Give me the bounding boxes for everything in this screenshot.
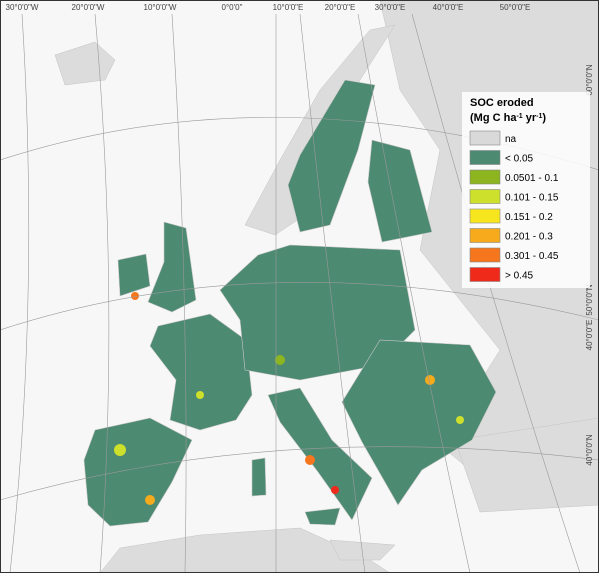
meridian — [299, 13, 366, 573]
legend-label: < 0.05 — [505, 154, 534, 165]
finland — [367, 139, 433, 243]
erosion-hotspots — [114, 292, 464, 505]
land-africa — [99, 527, 391, 573]
hotspot — [331, 486, 339, 494]
eu-land — [83, 79, 497, 527]
legend-swatch — [469, 208, 501, 224]
hotspot — [196, 391, 204, 399]
hotspot — [305, 455, 315, 465]
legend-swatch — [469, 189, 501, 204]
right-coordinate-label: 60°0'0"N — [585, 64, 594, 95]
legend-unit-part: (Mg C ha — [470, 112, 517, 124]
hotspot — [114, 444, 126, 456]
legend-label: > 0.45 — [505, 271, 534, 282]
hotspot — [131, 292, 139, 300]
sicily — [304, 507, 341, 526]
top-coordinate-label: 20°0'0"E — [325, 3, 356, 12]
italy — [267, 387, 373, 521]
france — [149, 313, 253, 431]
legend: SOC eroded (Mg C ha-1 yr-1) na< 0.050.05… — [462, 92, 590, 288]
legend-unit-part: yr — [523, 112, 537, 124]
ireland — [117, 253, 151, 297]
legend-title: SOC eroded — [470, 97, 534, 109]
top-coordinate-label: 20°0'0"W — [72, 3, 105, 12]
legend-swatch — [469, 169, 501, 185]
legend-label: na — [505, 134, 517, 145]
iberia — [83, 417, 193, 527]
parallel — [0, 446, 599, 501]
hotspot — [145, 495, 155, 505]
hotspot — [275, 355, 285, 365]
hotspot — [456, 416, 464, 424]
legend-label: 0.0501 - 0.1 — [505, 173, 559, 184]
legend-label: 0.101 - 0.15 — [505, 193, 559, 204]
top-coordinate-label: 40°0'0"E — [433, 3, 464, 12]
top-coordinate-label: 50°0'0"E — [500, 3, 531, 12]
legend-label: 0.301 - 0.45 — [505, 251, 559, 262]
legend-label: 0.151 - 0.2 — [505, 212, 553, 223]
meridian — [357, 13, 471, 573]
top-coordinate-label: 10°0'0"E — [273, 3, 304, 12]
meridian — [94, 13, 110, 573]
right-coordinate-label: 50°0'0"N — [585, 284, 594, 315]
graticule — [0, 13, 599, 573]
sweden — [287, 79, 376, 233]
hotspot — [425, 375, 435, 385]
top-coordinate-label: 30°0'0"E — [375, 3, 406, 12]
top-coordinate-label: 10°0'0"W — [144, 3, 177, 12]
legend-swatch — [469, 267, 501, 282]
right-coordinate-label: 40°0'0"N — [585, 434, 594, 465]
meridian — [9, 13, 30, 573]
coordinate-labels: 30°0'0"W 20°0'0"W 10°0'0"W 0°0'0" 10°0'0"E 20… — [6, 3, 594, 466]
legend-swatch — [469, 150, 501, 165]
legend-swatch — [469, 130, 501, 146]
land-crete — [329, 539, 396, 561]
legend-unit-exp: -1 — [516, 113, 522, 120]
legend-swatch — [469, 228, 501, 243]
legend-unit-exp: -1 — [536, 113, 542, 120]
parallel — [0, 282, 599, 331]
legend-label: 0.201 - 0.3 — [505, 232, 553, 243]
meridian — [171, 13, 187, 573]
sardinia — [251, 457, 267, 497]
legend-unit: (Mg C ha-1 yr-1) — [470, 112, 546, 124]
land-turkey — [454, 417, 599, 513]
legend-unit-part: ) — [542, 112, 546, 124]
legend-items: na < 0.05 0.0501 - 0.1 0.101 - 0.15 0.151 - … — [469, 130, 559, 282]
top-coordinate-label: 0°0'0" — [222, 3, 243, 12]
meridian — [411, 13, 581, 573]
right-coordinate-label: 40°0'0"E — [585, 320, 594, 351]
legend-swatch — [469, 247, 501, 263]
balkans — [341, 339, 497, 506]
top-coordinate-label: 30°0'0"W — [6, 3, 39, 12]
